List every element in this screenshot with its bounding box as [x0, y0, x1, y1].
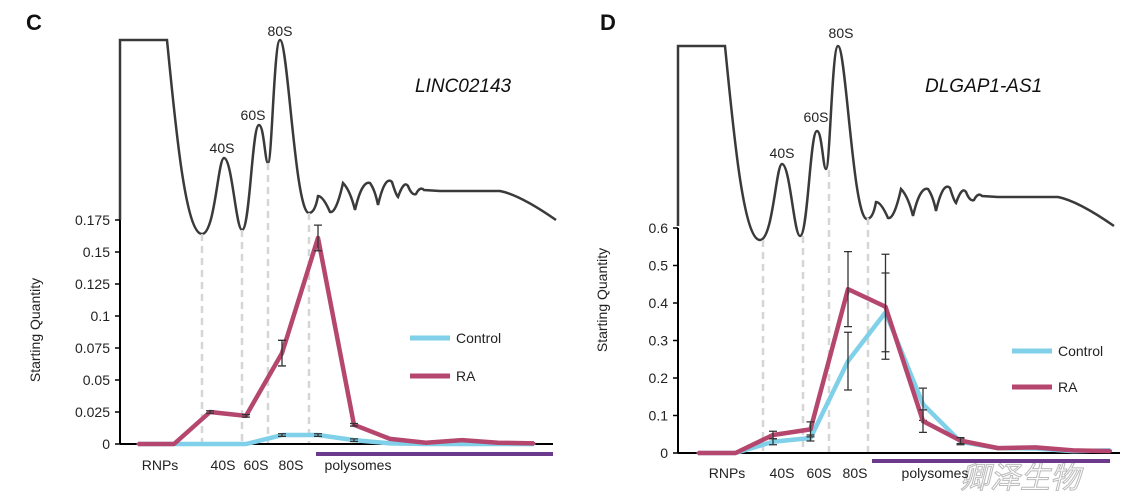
x-fraction-label: 40S: [770, 465, 795, 481]
error-bar: [881, 253, 890, 360]
gradient-profile-D: [676, 44, 1115, 242]
error-bar: [956, 436, 965, 445]
error-bar: [206, 410, 214, 414]
y-tick-label: 0.5: [649, 258, 669, 274]
gradient-profile-C: [118, 38, 557, 236]
error-bar: [314, 224, 322, 252]
y-tick-label: 0.2: [649, 370, 669, 386]
profile-peak-label: 80S: [829, 25, 854, 41]
y-tick-label: 0.1: [91, 308, 111, 324]
y-tick-label: 0.075: [75, 340, 110, 356]
panel-label-c: C: [26, 10, 42, 35]
error-bar: [242, 413, 250, 418]
legend-label: RA: [456, 368, 476, 384]
y-tick-label: 0.3: [649, 333, 669, 349]
x-fraction-label: polysomes: [325, 457, 392, 473]
data-point-ra: [696, 451, 700, 455]
error-bar: [350, 422, 358, 427]
data-point-ra: [460, 438, 464, 442]
data-point-ra: [1109, 449, 1112, 453]
y-axis-label: Starting Quantity: [594, 248, 610, 352]
data-point-control: [208, 442, 212, 446]
series-line-ra: [698, 286, 1111, 456]
gene-title-d: DLGAP1-AS1: [925, 76, 1042, 97]
data-point-ra: [532, 441, 536, 445]
error-bar: [314, 433, 322, 437]
y-tick-label: 0: [102, 436, 110, 452]
y-tick-label: 0.6: [649, 220, 669, 236]
legend-label: Control: [456, 330, 501, 346]
y-tick-label: 0.175: [75, 212, 110, 228]
data-point-control: [460, 442, 464, 446]
x-fraction-label: RNPs: [142, 457, 179, 473]
data-point-ra: [388, 437, 392, 441]
data-point-ra: [1071, 448, 1075, 452]
series-line-ra: [138, 235, 535, 447]
data-point-ra: [424, 441, 428, 445]
error-bar: [919, 409, 927, 434]
error-bar: [350, 438, 358, 443]
y-tick-label: 0.05: [83, 372, 110, 388]
error-bar: [769, 430, 777, 440]
error-bar: [806, 421, 815, 438]
x-fraction-label: 80S: [843, 465, 868, 481]
data-point-ra: [172, 442, 176, 446]
profile-peak-label: 60S: [804, 109, 829, 125]
data-point-ra: [996, 446, 1000, 450]
series-line-control: [138, 432, 534, 447]
data-point-ra: [496, 441, 500, 445]
data-point-ra: [136, 442, 140, 446]
profile-peak-label: 40S: [770, 145, 795, 161]
error-bar: [278, 339, 286, 367]
x-fraction-label: polysomes: [902, 465, 969, 481]
data-point-ra: [1034, 445, 1037, 449]
y-tick-label: 0.1: [649, 408, 669, 424]
data-point-control: [388, 441, 392, 445]
watermark: 卿泽生物: [960, 462, 1084, 495]
data-point-ra: [734, 451, 737, 455]
y-tick-label: 0.125: [75, 276, 110, 292]
series-line-control: [698, 310, 1111, 456]
legend-label: RA: [1058, 379, 1078, 395]
y-tick-label: 0.025: [75, 404, 110, 420]
error-bar: [844, 331, 852, 391]
x-fraction-label: 60S: [807, 465, 832, 481]
legend-label: Control: [1058, 343, 1103, 359]
profile-peak-label: 40S: [210, 140, 235, 156]
y-axis-label: Starting Quantity: [27, 278, 43, 382]
x-fraction-label: 60S: [244, 457, 269, 473]
error-bar: [844, 250, 852, 328]
y-tick-label: 0.4: [649, 295, 669, 311]
y-tick-label: 0: [660, 445, 668, 461]
x-fraction-label: RNPs: [709, 465, 746, 481]
y-tick-label: 0.15: [83, 244, 110, 260]
x-fraction-label: 40S: [211, 457, 236, 473]
error-bar: [278, 433, 286, 437]
profile-peak-label: 60S: [241, 107, 266, 123]
panel-label-d: D: [600, 10, 616, 35]
x-fraction-label: 80S: [279, 457, 304, 473]
profile-peak-label: 80S: [268, 23, 293, 39]
data-point-control: [244, 442, 248, 446]
gene-title-c: LINC02143: [415, 76, 512, 97]
